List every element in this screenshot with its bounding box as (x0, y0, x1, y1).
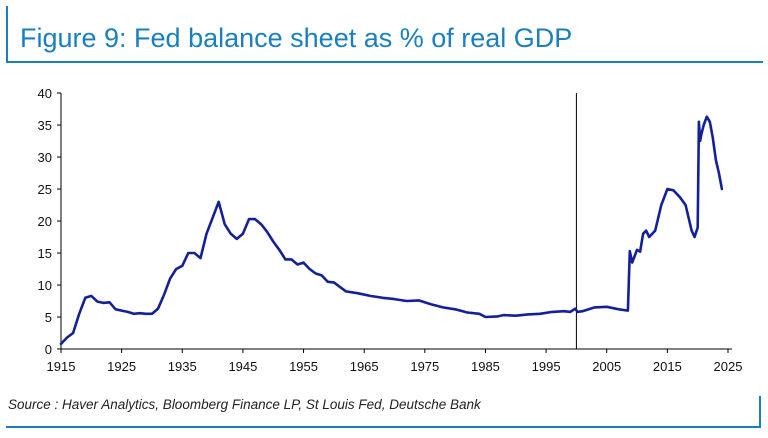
x-tick-label: 1965 (350, 359, 379, 374)
y-tick-label: 40 (38, 86, 52, 101)
x-tick-label: 1995 (532, 359, 561, 374)
y-tick-label: 25 (38, 182, 52, 197)
y-axis-ticks: 0 5 10 15 20 25 30 35 40 (38, 86, 61, 357)
y-tick-label: 35 (38, 118, 52, 133)
y-tick-label: 10 (38, 278, 52, 293)
y-tick-label: 20 (38, 214, 52, 229)
y-tick-label: 0 (45, 342, 52, 357)
x-tick-label: 2025 (714, 359, 743, 374)
x-tick-label: 2015 (653, 359, 682, 374)
x-tick-label: 1975 (410, 359, 439, 374)
x-tick-label: 1955 (289, 359, 318, 374)
y-tick-label: 5 (45, 310, 52, 325)
bottom-rule (6, 426, 761, 428)
series-line (59, 115, 724, 346)
x-axis-ticks: 1915 1925 1935 1945 1955 1965 1975 1985 1995 2005… (47, 349, 743, 374)
x-tick-label: 2005 (592, 359, 621, 374)
chart-title: Figure 9: Fed balance sheet as % of real… (20, 23, 573, 53)
source-note: Source : Haver Analytics, Bloomberg Fina… (8, 397, 481, 412)
x-tick-label: 1935 (168, 359, 197, 374)
right-rule (759, 396, 761, 428)
y-tick-label: 30 (38, 150, 52, 165)
series-group (59, 115, 724, 346)
x-tick-label: 1945 (228, 359, 257, 374)
title-frame: Figure 9: Fed balance sheet as % of real… (6, 6, 763, 63)
x-tick-label: 1915 (47, 359, 76, 374)
y-tick-label: 15 (38, 246, 52, 261)
x-tick-label: 1925 (107, 359, 136, 374)
x-tick-label: 1985 (471, 359, 500, 374)
